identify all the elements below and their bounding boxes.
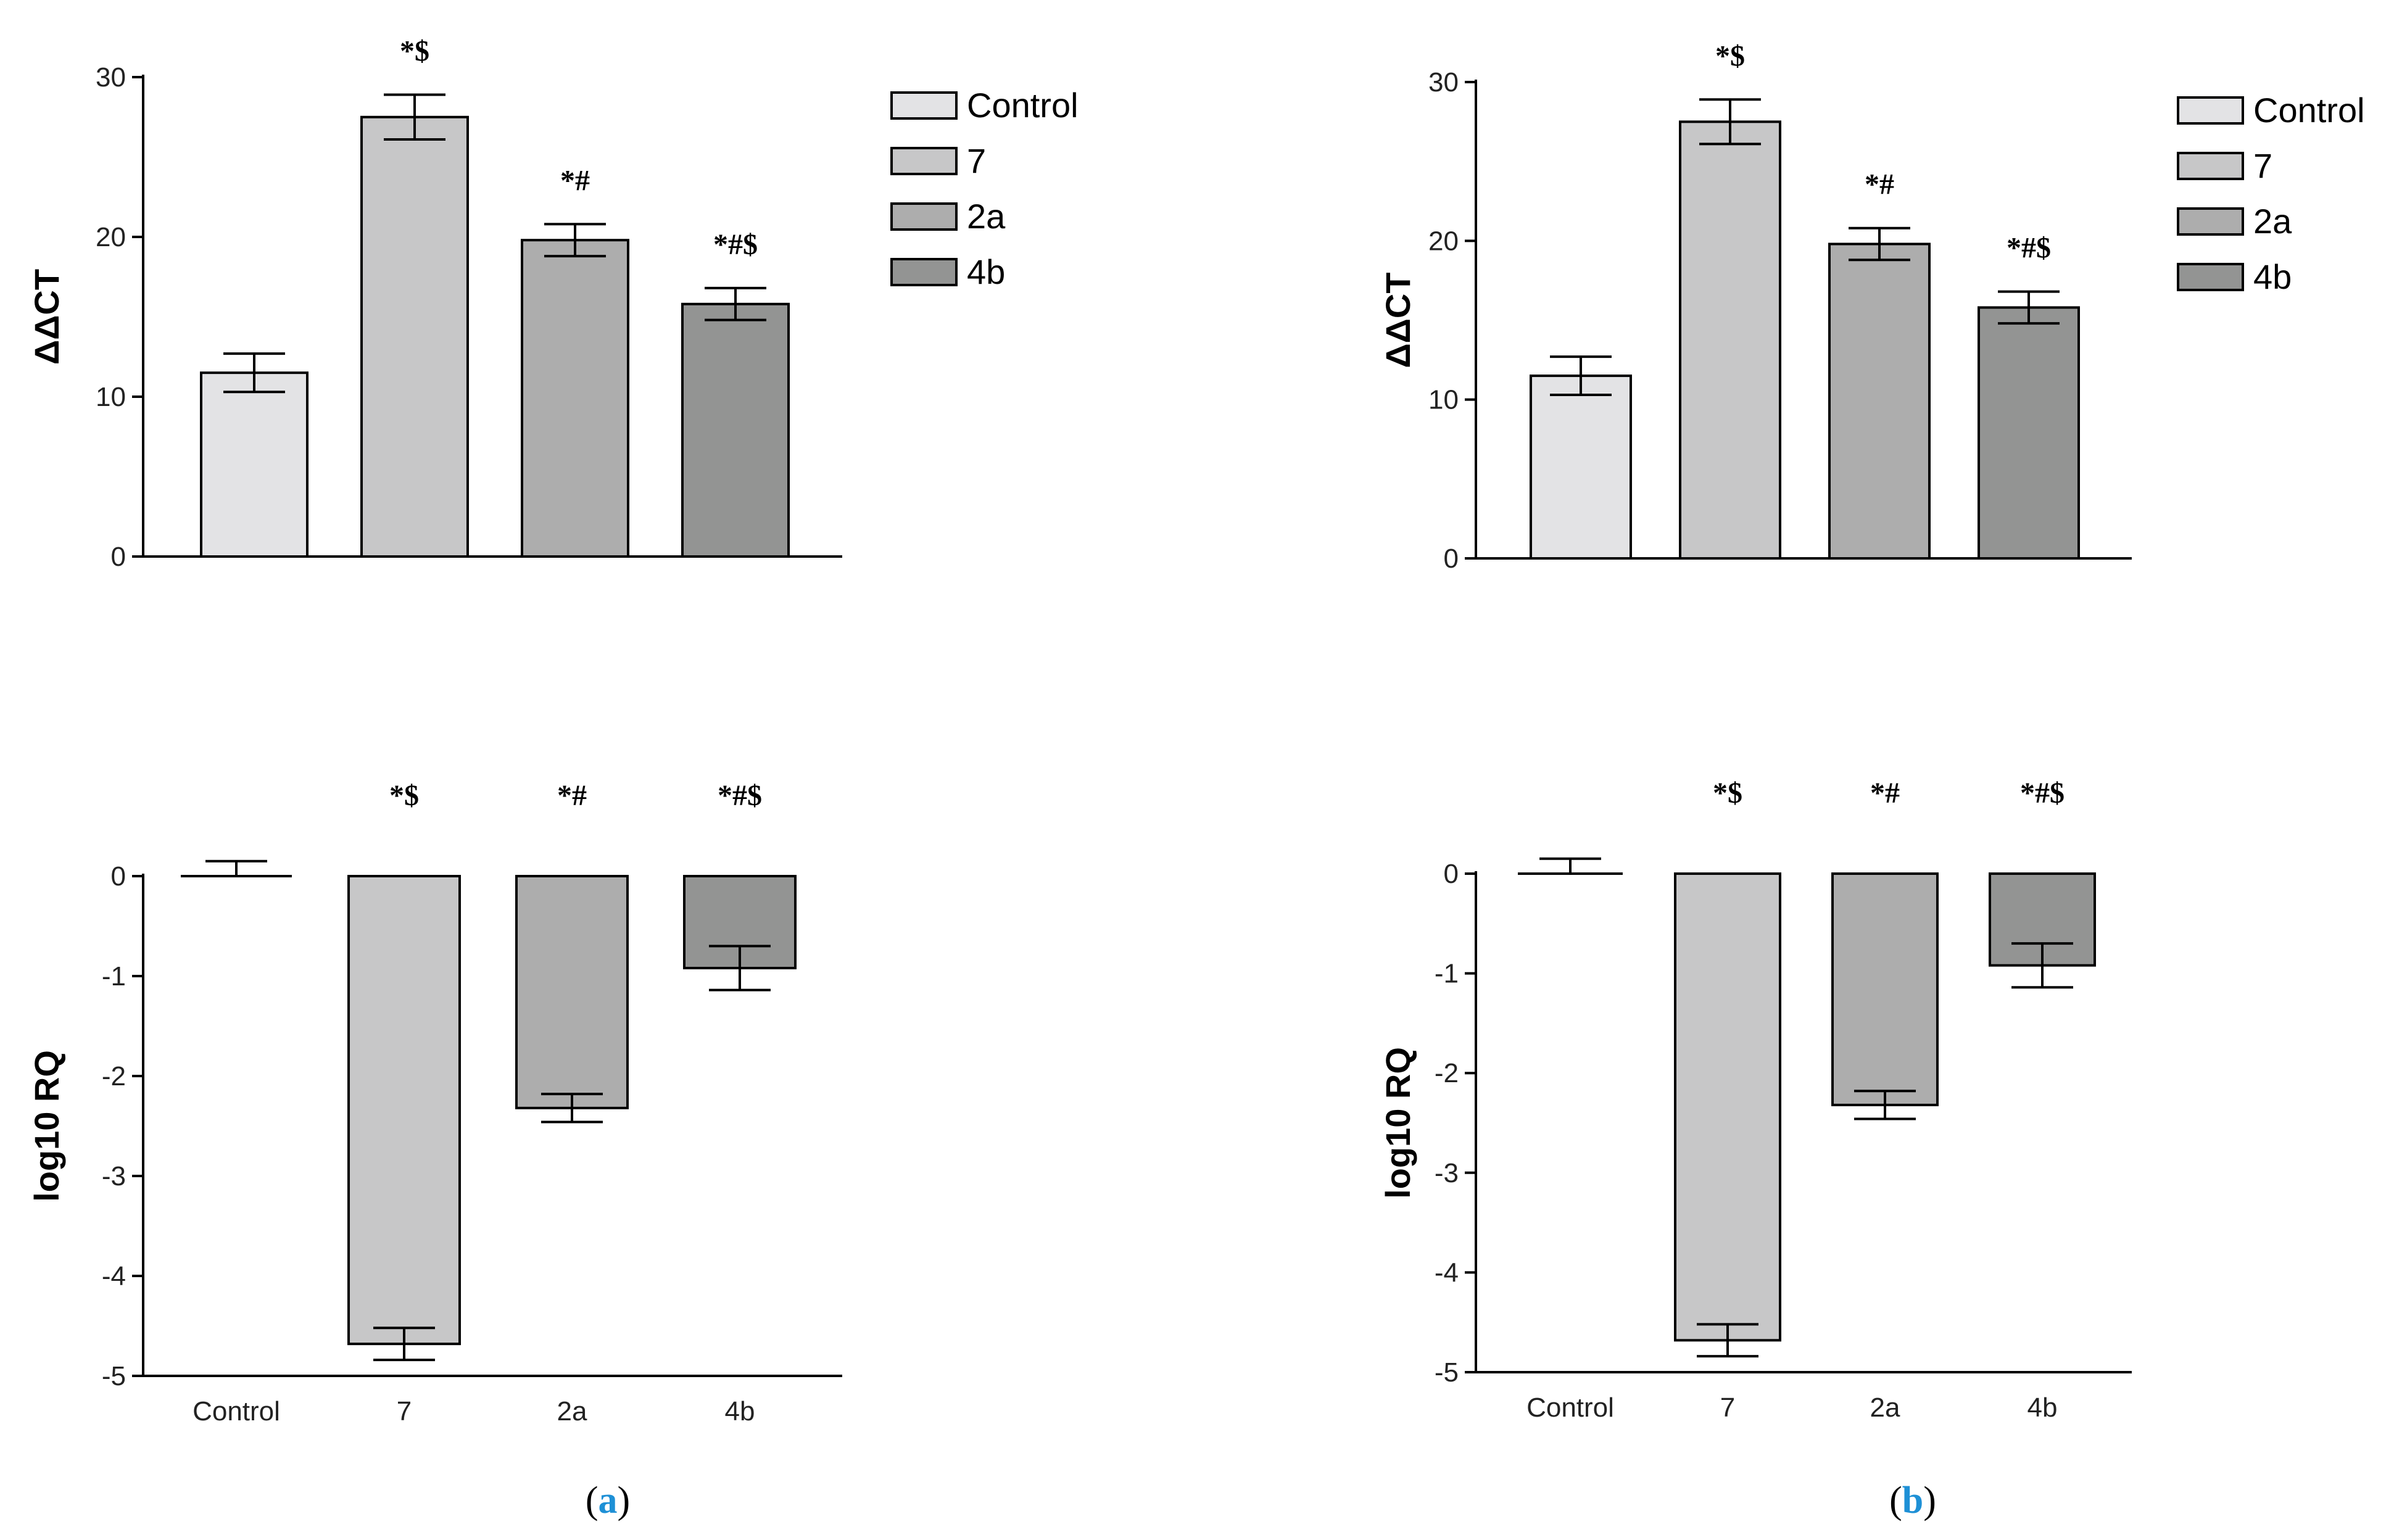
- x-tick-label: 4b: [725, 1396, 755, 1426]
- legend-label: 2a: [967, 197, 1006, 236]
- y-tick-label: 10: [96, 382, 126, 412]
- significance-label: *#$: [713, 228, 758, 261]
- caption-b-letter: b: [1902, 1480, 1923, 1521]
- y-tick-label: -2: [1435, 1058, 1459, 1088]
- bar-2a: [1828, 242, 1931, 560]
- x-tick-label: 7: [397, 1396, 412, 1426]
- y-tick-label: 0: [111, 542, 126, 572]
- legend-swatch-Control: [890, 91, 958, 120]
- legend-label: 4b: [967, 252, 1005, 291]
- y-axis-label: log10 RQ: [1378, 1047, 1417, 1199]
- y-tick-label: 20: [1428, 226, 1459, 256]
- y-tick-label: 10: [1428, 385, 1459, 415]
- significance-label: *#$: [2020, 777, 2065, 809]
- legend-label: 7: [2253, 146, 2272, 185]
- y-axis-label: ΔΔCT: [1378, 272, 1417, 368]
- x-tick-label: Control: [193, 1396, 280, 1426]
- y-axis-label: ΔΔCT: [27, 269, 66, 365]
- significance-label: *#: [1865, 168, 1894, 201]
- legend-label: 4b: [2253, 257, 2292, 296]
- bar-4b: [1978, 306, 2080, 560]
- y-tick-label: -1: [1435, 959, 1459, 989]
- caption-a-letter: a: [598, 1480, 618, 1521]
- x-tick-label: Control: [1526, 1393, 1614, 1423]
- chart-b-bottom: 0 -1 -2 -3 -4 -5 log10 RQ Control *$ 7 *# 2a *#$ 4b: [1378, 777, 2132, 1423]
- y-tick-label: 0: [1444, 859, 1459, 889]
- y-tick-label: 30: [1428, 67, 1459, 97]
- caption-b: (b): [1889, 1480, 1936, 1521]
- significance-label: *#: [1870, 777, 1900, 809]
- significance-label: *#$: [718, 779, 762, 812]
- legend-swatch-2a: [890, 202, 958, 231]
- significance-label: *$: [1715, 39, 1745, 72]
- bar-4b: [681, 302, 790, 558]
- chart-a-top: 0 10 20 30 ΔΔCT *$ *# *#$ Control 7 2a 4b: [27, 35, 1079, 572]
- bar-7: [1679, 120, 1781, 560]
- significance-label: *#: [557, 779, 587, 812]
- bar-7: [360, 115, 469, 558]
- significance-label: *$: [389, 779, 419, 812]
- y-tick-label: -2: [102, 1061, 126, 1091]
- y-tick-label: 0: [111, 861, 126, 892]
- legend-label: 2a: [2253, 202, 2292, 241]
- x-tick-label: 7: [1720, 1393, 1735, 1423]
- y-tick-label: -4: [102, 1261, 126, 1291]
- legend-swatch-4b: [890, 258, 958, 286]
- bar-Control: [200, 371, 309, 558]
- bar-Control: [1530, 375, 1632, 560]
- bar-7: [347, 875, 461, 1346]
- legend-swatch-7: [890, 147, 958, 175]
- y-tick-label: -3: [102, 1161, 126, 1191]
- x-tick-label: 2a: [1870, 1393, 1900, 1423]
- y-axis-label: log10 RQ: [27, 1050, 66, 1202]
- y-tick-label: 30: [96, 62, 126, 93]
- bar-7: [1674, 872, 1781, 1342]
- legend-label: Control: [2253, 91, 2365, 130]
- legend-swatch-7: [2177, 152, 2244, 180]
- chart-a-bottom: 0 -1 -2 -3 -4 -5 log10 RQ Control *$ 7 *# 2a *#$ 4b: [27, 779, 842, 1426]
- y-tick-label: -5: [102, 1361, 126, 1391]
- significance-label: *#$: [2007, 232, 2051, 265]
- chart-b-top: 0 10 20 30 ΔΔCT *$ *# *#$ Control 7 2a 4b: [1378, 39, 2365, 574]
- y-tick-label: -5: [1435, 1357, 1459, 1388]
- bar-2a: [521, 239, 629, 558]
- caption-a: (a): [586, 1480, 630, 1521]
- significance-label: *$: [1713, 777, 1742, 809]
- y-tick-label: -3: [1435, 1158, 1459, 1188]
- x-tick-label: 2a: [557, 1396, 587, 1426]
- significance-label: *$: [400, 35, 429, 67]
- y-tick-label: -1: [102, 961, 126, 991]
- legend-swatch-4b: [2177, 263, 2244, 291]
- bar-2a: [1831, 872, 1939, 1106]
- y-tick-label: 0: [1444, 544, 1459, 574]
- legend-label: 7: [967, 141, 986, 180]
- legend-label: Control: [967, 86, 1079, 125]
- significance-label: *#: [560, 164, 590, 197]
- legend-swatch-Control: [2177, 96, 2244, 125]
- x-tick-label: 4b: [2027, 1393, 2058, 1423]
- legend-swatch-2a: [2177, 207, 2244, 236]
- bar-2a: [515, 875, 629, 1109]
- y-tick-label: 20: [96, 222, 126, 252]
- y-tick-label: -4: [1435, 1257, 1459, 1288]
